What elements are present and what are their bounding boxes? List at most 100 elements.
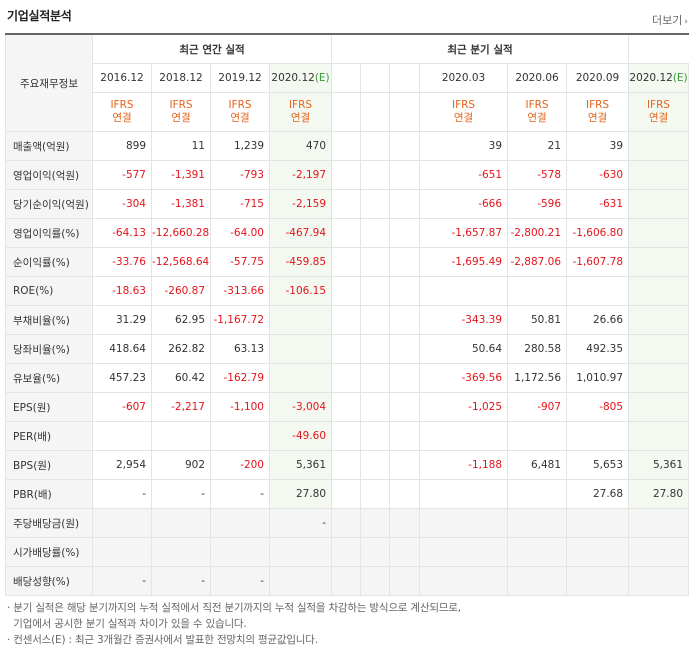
spacer-cell (331, 63, 362, 93)
quarter-value-2: -631 (566, 189, 630, 219)
quarter-period-0: 2020.03 (419, 63, 509, 93)
quarter-value-0: 50.64 (419, 334, 509, 364)
spacer-cell (360, 63, 391, 93)
spacer-cell (331, 334, 362, 364)
quarter-value-2 (566, 537, 630, 567)
annual-value-2 (210, 508, 270, 538)
note-2: 기업에서 공시한 분기 실적과 차이가 있을 수 있습니다. (7, 618, 247, 630)
table-row: PBR(배) - - -27.80 27.68 27.80 (5, 479, 689, 509)
annual-value-1: -12,568.64 (151, 247, 211, 277)
annual-value-1: -1,391 (151, 160, 211, 190)
quarter-value-3 (628, 218, 689, 248)
row-label: 유보율(%) (5, 363, 93, 393)
spacer-cell (360, 305, 391, 335)
quarter-value-2 (566, 276, 630, 306)
annual-value-3: -49.60 (268, 421, 333, 451)
annual-value-0: 899 (92, 131, 152, 161)
annual-value-0: 31.29 (92, 305, 152, 335)
annual-value-1: -1,381 (151, 189, 211, 219)
table-row: 유보율(%) 457.23 60.42 -162.79 -369.56 1,172.56 1… (5, 363, 689, 393)
annual-value-0: -607 (92, 392, 152, 422)
ifrs-label: IFRS (169, 99, 193, 111)
row-label: 시가배당률(%) (5, 537, 93, 567)
consolidated-label: 연결 (230, 112, 250, 124)
quarter-value-3 (628, 508, 689, 538)
annual-value-3 (268, 363, 333, 393)
table-row: 영업이익률(%) -64.13 -12,660.28 -64.00 -467.94 -1,… (5, 218, 689, 248)
quarter-value-2 (566, 566, 630, 596)
table-row: 매출액(억원) 899 11 1,239 470 39 21 39 (5, 131, 689, 161)
annual-value-1 (151, 421, 211, 451)
row-label: 당좌비율(%) (5, 334, 93, 364)
annual-period-0: 2016.12 (92, 63, 152, 93)
annual-value-2: -1,100 (210, 392, 270, 422)
annual-value-2: - (210, 566, 270, 596)
quarter-period-label: 2020.06 (515, 72, 559, 84)
annual-value-0: -577 (92, 160, 152, 190)
annual-value-3 (268, 305, 333, 335)
consolidated-label: 연결 (290, 112, 311, 124)
annual-period-2: 2019.12 (210, 63, 270, 93)
table-row: 배당성향(%) - - - (5, 566, 689, 596)
annual-value-3: - (268, 508, 333, 538)
quarter-value-2: 39 (566, 131, 630, 161)
quarter-title: 최근 분기 실적 (331, 33, 630, 64)
spacer-cell (389, 276, 421, 306)
table-row: 당기순이익(억원) -304 -1,381 -715 -2,159 -666 -596 -63… (5, 189, 689, 219)
quarter-value-3 (628, 131, 689, 161)
annual-value-1: 902 (151, 450, 211, 480)
annual-value-3: 5,361 (268, 450, 333, 480)
quarter-value-3 (628, 392, 689, 422)
spacer-cell (360, 247, 391, 277)
spacer-cell (331, 276, 362, 306)
spacer-cell (331, 247, 362, 277)
quarter-value-3 (628, 537, 689, 567)
annual-value-2: 63.13 (210, 334, 270, 364)
spacer-cell (360, 334, 391, 364)
quarter-value-1: -907 (507, 392, 568, 422)
quarter-ifrs-2: IFRS 연결 (566, 92, 630, 132)
spacer-cell (360, 160, 391, 190)
spacer-cell (331, 160, 362, 190)
annual-value-2 (210, 537, 270, 567)
quarter-value-2 (566, 508, 630, 538)
spacer-cell (389, 189, 421, 219)
chevron-right-icon: › (684, 17, 688, 27)
table-row: 주당배당금(원) - (5, 508, 689, 538)
annual-ifrs-3: IFRS 연결 (268, 92, 333, 132)
annual-value-0: -18.63 (92, 276, 152, 306)
quarter-value-0: -651 (419, 160, 509, 190)
quarter-value-0 (419, 276, 509, 306)
annual-value-0 (92, 421, 152, 451)
quarter-value-1 (507, 479, 568, 509)
spacer-cell (389, 247, 421, 277)
annual-value-0: - (92, 479, 152, 509)
more-link[interactable]: 더보기 › (652, 12, 688, 28)
annual-value-0: 457.23 (92, 363, 152, 393)
quarter-value-3 (628, 189, 689, 219)
row-label: 부채비율(%) (5, 305, 93, 335)
quarter-value-0: -1,025 (419, 392, 509, 422)
spacer-cell (360, 363, 391, 393)
annual-value-1: 262.82 (151, 334, 211, 364)
spacer-cell (389, 566, 421, 596)
annual-value-0: 418.64 (92, 334, 152, 364)
note-1: · 분기 실적은 해당 분기까지의 누적 실적에서 직전 분기까지의 누적 실적… (7, 602, 461, 614)
quarter-period-2: 2020.09 (566, 63, 630, 93)
ifrs-label: IFRS (646, 99, 671, 111)
annual-value-0: 2,954 (92, 450, 152, 480)
row-label: 주당배당금(원) (5, 508, 93, 538)
row-label: EPS(원) (5, 392, 93, 422)
spacer-cell (331, 450, 362, 480)
ifrs-label: IFRS (110, 99, 134, 111)
quarter-value-2: 27.68 (566, 479, 630, 509)
estimate-mark: (E) (314, 72, 330, 84)
quarter-value-0: -1,188 (419, 450, 509, 480)
annual-period-1: 2018.12 (151, 63, 211, 93)
annual-ifrs-0: IFRS 연결 (92, 92, 152, 132)
annual-value-2: - (210, 479, 270, 509)
row-label: PBR(배) (5, 479, 93, 509)
quarter-value-0 (419, 537, 509, 567)
annual-value-1 (151, 508, 211, 538)
